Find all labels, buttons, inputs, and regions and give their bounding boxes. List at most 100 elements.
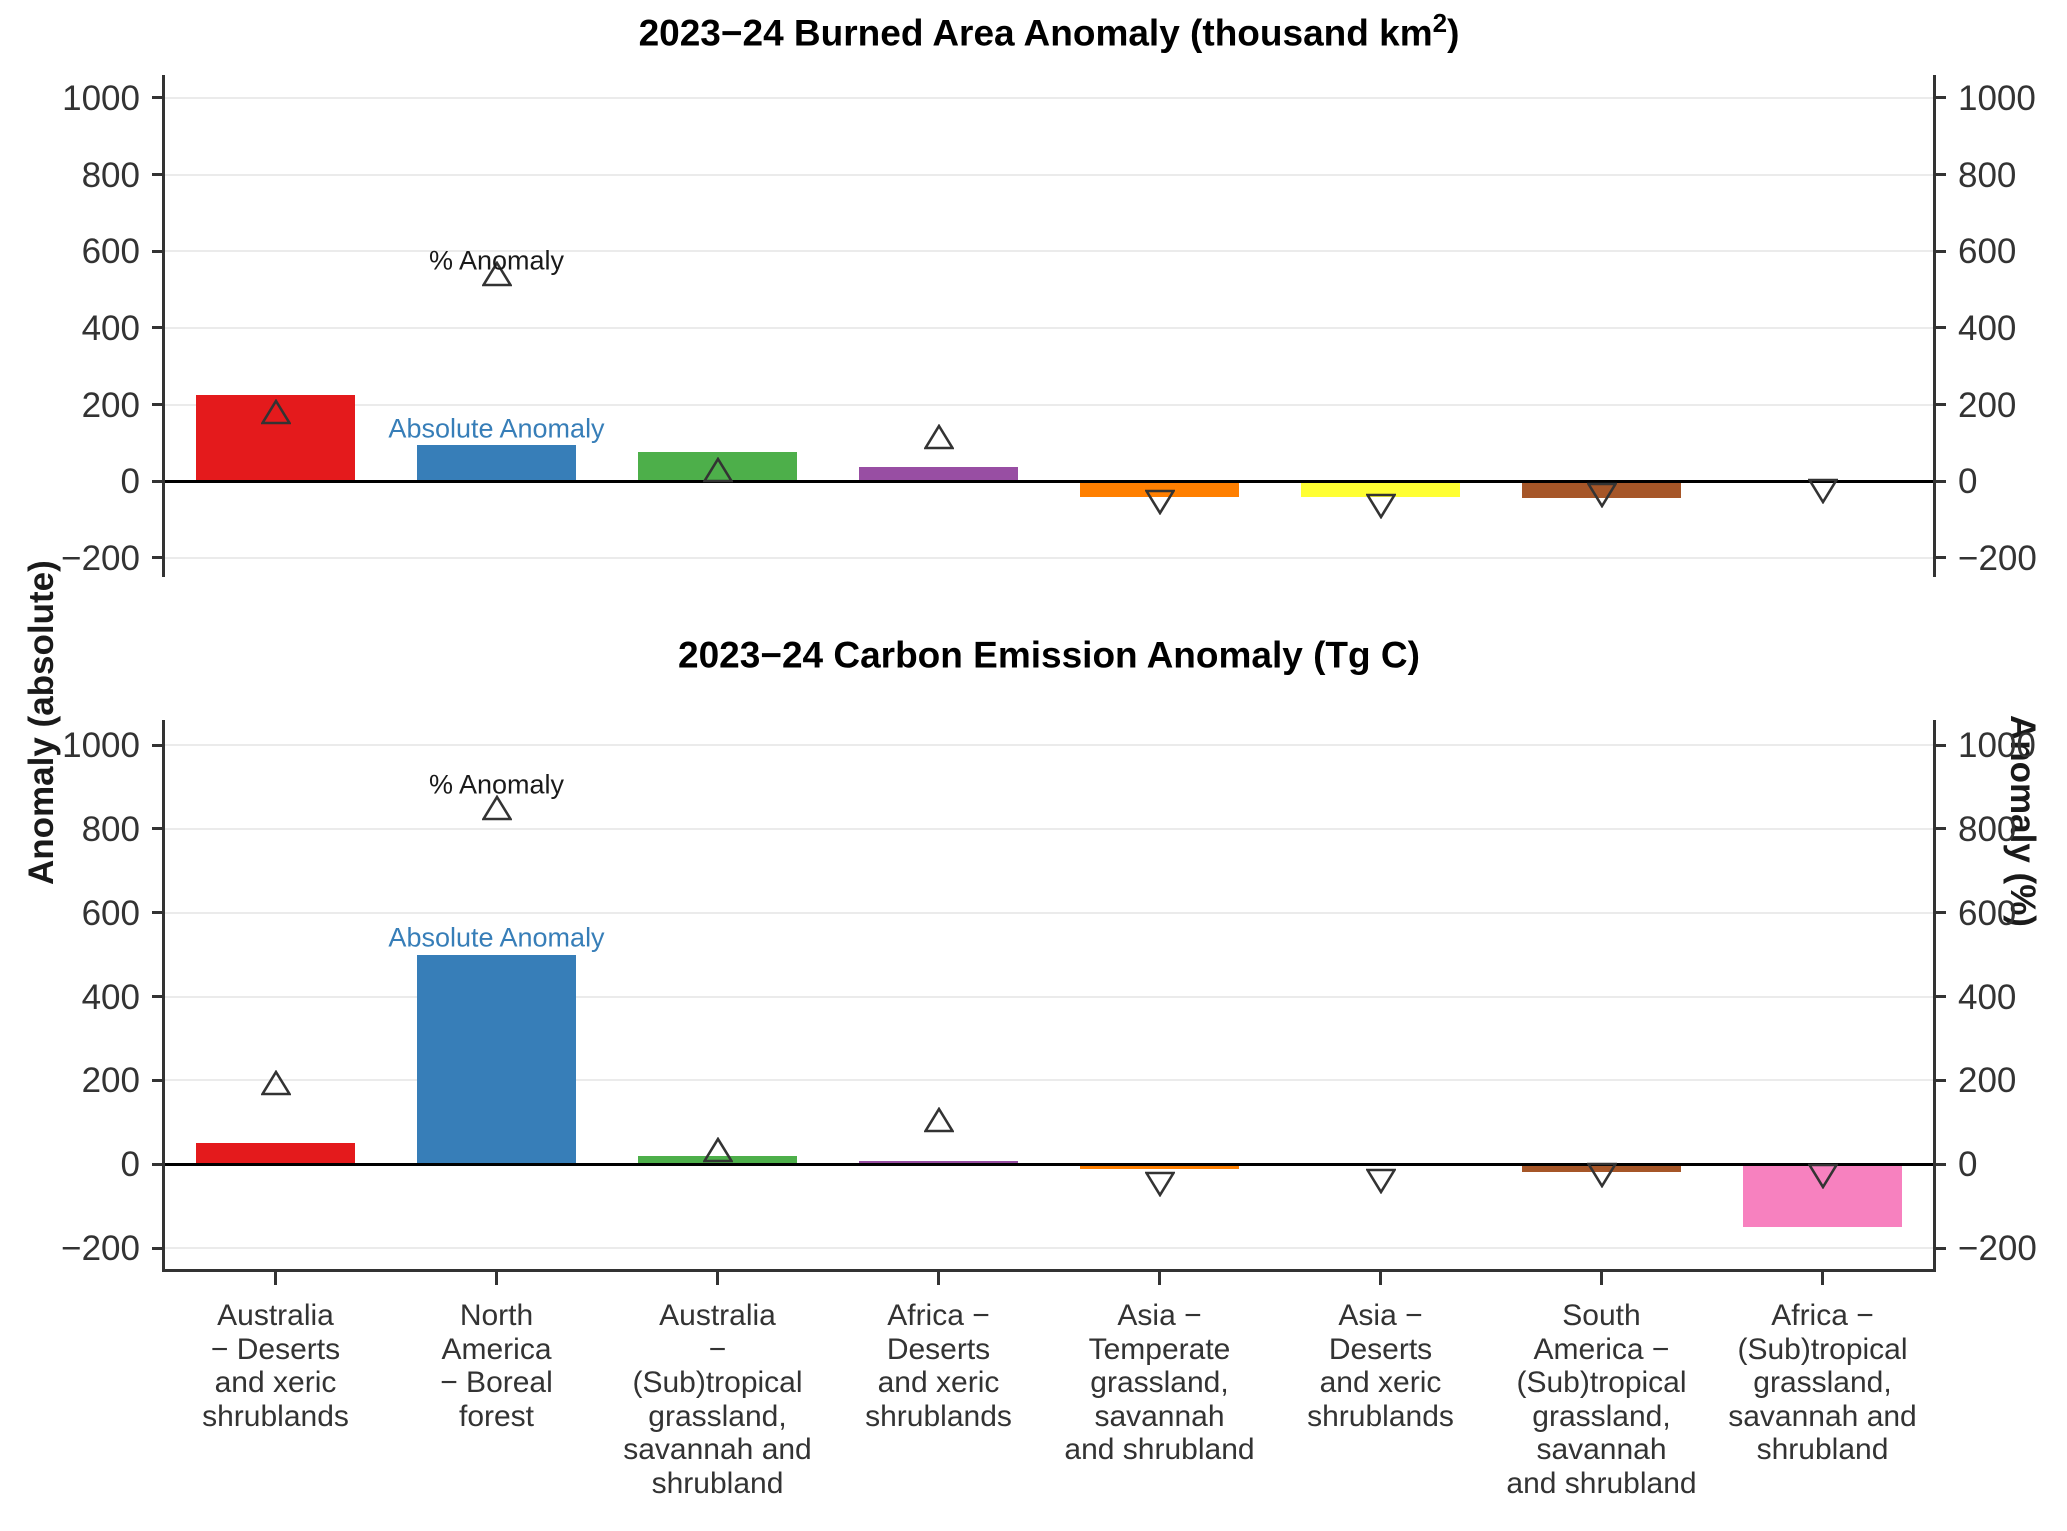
- category-label-2: Australia − (Sub)tropical grassland, sav…: [623, 1299, 812, 1500]
- bar-burned-3: [858, 466, 1019, 482]
- annotation--anomaly: % Anomaly: [428, 245, 565, 276]
- triangle-up-icon: [922, 1106, 955, 1133]
- triangle-down-icon: [1364, 1168, 1397, 1195]
- triangle-down-marker-4: [1143, 489, 1176, 516]
- right-tick-400: [1936, 326, 1946, 330]
- bottom-tick-1: [495, 1272, 498, 1285]
- right-tick-label--200: −200: [1958, 1229, 2037, 1269]
- chart2-title-text: 2023−24 Carbon Emission Anomaly (Tg C): [678, 634, 1420, 676]
- bar-burned-6: [1521, 481, 1682, 499]
- bottom-tick-4: [1158, 1272, 1161, 1285]
- right-tick-0: [1936, 479, 1946, 483]
- triangle-down-icon: [1585, 1162, 1618, 1189]
- triangle-down-marker-5: [1364, 493, 1397, 520]
- triangle-down-icon: [1364, 493, 1397, 520]
- left-tick-label-200: 200: [81, 385, 140, 425]
- left-tick--200: [152, 556, 162, 560]
- left-tick-label-1000: 1000: [62, 726, 140, 766]
- category-label-7: Africa − (Sub)tropical grassland, savann…: [1728, 1299, 1917, 1467]
- right-tick-label-800: 800: [1958, 155, 2017, 195]
- right-tick--200: [1936, 1246, 1946, 1250]
- right-tick-label-1000: 1000: [1958, 726, 2036, 766]
- left-tick-label-600: 600: [81, 232, 140, 272]
- burned-area-chart-title: 2023−24 Burned Area Anomaly (thousand km…: [165, 8, 1933, 54]
- triangle-up-icon: [480, 794, 513, 821]
- annotation-absolute-anomaly: Absolute Anomaly: [388, 922, 605, 953]
- left-tick-800: [152, 173, 162, 177]
- annotation--anomaly: % Anomaly: [428, 769, 565, 800]
- bottom-tick-7: [1821, 1272, 1824, 1285]
- right-tick-600: [1936, 911, 1946, 915]
- zero-line: [162, 1162, 1936, 1166]
- left-tick-label--200: −200: [61, 1229, 140, 1269]
- triangle-up-icon: [701, 456, 734, 482]
- gridline-400: [165, 995, 1933, 998]
- bar-burned-0: [195, 394, 356, 482]
- right-tick-label-0: 0: [1958, 462, 1978, 502]
- left-tick-1000: [152, 96, 162, 100]
- left-tick-200: [152, 1078, 162, 1082]
- right-tick-label-400: 400: [1958, 977, 2017, 1017]
- left-tick--200: [152, 1246, 162, 1250]
- left-tick-label-600: 600: [81, 893, 140, 933]
- triangle-down-icon: [1806, 478, 1839, 505]
- triangle-up-marker-2: [701, 1136, 734, 1163]
- right-tick-label-600: 600: [1958, 893, 2017, 933]
- left-tick-400: [152, 326, 162, 330]
- gridline--200: [165, 556, 1933, 559]
- left-tick-1000: [152, 743, 162, 747]
- left-tick-600: [152, 911, 162, 915]
- gridline-800: [165, 827, 1933, 830]
- right-tick-800: [1936, 827, 1946, 831]
- triangle-up-marker-0: [259, 398, 292, 425]
- bottom-tick-5: [1379, 1272, 1382, 1285]
- triangle-up-icon: [259, 1069, 292, 1095]
- right-tick-0: [1936, 1162, 1946, 1166]
- bar-burned-4: [1079, 481, 1240, 497]
- triangle-up-marker-0: [259, 1069, 292, 1096]
- right-tick-600: [1936, 249, 1946, 253]
- bar-burned-5: [1300, 481, 1461, 497]
- triangle-up-icon: [701, 1136, 734, 1162]
- category-label-4: Asia − Temperate grassland, savannah and…: [1064, 1299, 1255, 1467]
- triangle-down-marker-6: [1585, 1162, 1618, 1189]
- right-tick-label--200: −200: [1958, 538, 2037, 578]
- left-tick-600: [152, 249, 162, 253]
- left-tick-200: [152, 403, 162, 407]
- chart1-title-suffix: ): [1447, 12, 1460, 54]
- triangle-up-icon: [259, 398, 292, 425]
- category-label-3: Africa − Deserts and xeric shrublands: [865, 1299, 1012, 1433]
- left-tick-label-0: 0: [120, 1145, 140, 1185]
- zero-line: [162, 479, 1936, 483]
- bottom-tick-3: [937, 1272, 940, 1285]
- bar-carbon-4: [1079, 1164, 1240, 1170]
- bar-carbon-1: [416, 954, 577, 1165]
- annotation-absolute-anomaly: Absolute Anomaly: [388, 413, 605, 444]
- triangle-down-icon: [1143, 489, 1176, 516]
- bottom-tick-2: [716, 1272, 719, 1285]
- bottom-tick-6: [1600, 1272, 1603, 1285]
- triangle-up-marker-3: [922, 423, 955, 450]
- left-tick-label-800: 800: [81, 809, 140, 849]
- gridline-1000: [165, 96, 1933, 99]
- triangle-up-marker-1: [480, 794, 513, 821]
- left-tick-label-400: 400: [81, 977, 140, 1017]
- gridline-600: [165, 250, 1933, 253]
- left-tick-label-0: 0: [120, 462, 140, 502]
- left-tick-label--200: −200: [61, 538, 140, 578]
- chart1-title-superscript: 2: [1432, 8, 1448, 38]
- bar-carbon-7: [1742, 1164, 1903, 1228]
- triangle-down-icon: [1143, 1172, 1176, 1198]
- right-tick-label-1000: 1000: [1958, 78, 2036, 118]
- category-label-5: Asia − Deserts and xeric shrublands: [1307, 1299, 1454, 1433]
- bottom-tick-0: [274, 1272, 277, 1285]
- bar-carbon-6: [1521, 1164, 1682, 1172]
- right-tick-label-200: 200: [1958, 385, 2017, 425]
- triangle-down-icon: [1806, 1163, 1839, 1190]
- left-tick-label-800: 800: [81, 155, 140, 195]
- right-tick-label-0: 0: [1958, 1145, 1978, 1185]
- category-label-6: South America − (Sub)tropical grassland,…: [1506, 1299, 1697, 1500]
- triangle-up-icon: [922, 423, 955, 450]
- triangle-down-marker-7: [1806, 1163, 1839, 1190]
- left-tick-label-200: 200: [81, 1061, 140, 1101]
